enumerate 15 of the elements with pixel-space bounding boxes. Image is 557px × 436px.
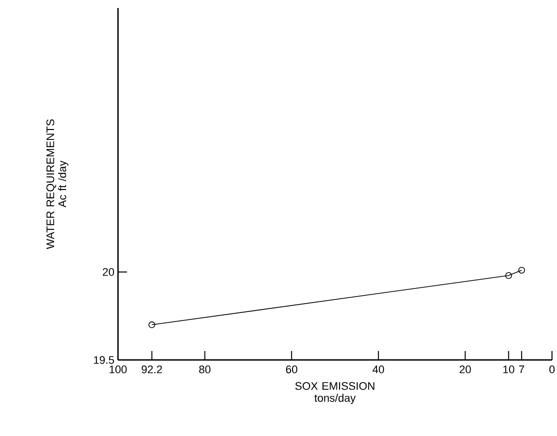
x-axis-title: SOX EMISSION tons/day: [295, 382, 374, 404]
x-tick-label: 0: [549, 366, 555, 374]
x-tick-label: 40: [372, 366, 384, 374]
x-tick-label: 7: [519, 366, 524, 374]
x-tick-label: 10: [503, 366, 514, 374]
y-tick-label: 19.5: [94, 356, 114, 364]
point: [148, 321, 156, 328]
y-axis-title: WATER REQUIREMENTS Ac ft /day: [46, 119, 68, 250]
x-tick-label: 80: [199, 366, 210, 374]
point: [505, 272, 512, 279]
x-tick-label: 60: [286, 366, 298, 374]
point: [518, 266, 526, 274]
x-tick-label: 92.2: [142, 366, 162, 374]
x-tick-label: 100: [110, 366, 127, 374]
x-tick-label: 20: [460, 366, 471, 374]
